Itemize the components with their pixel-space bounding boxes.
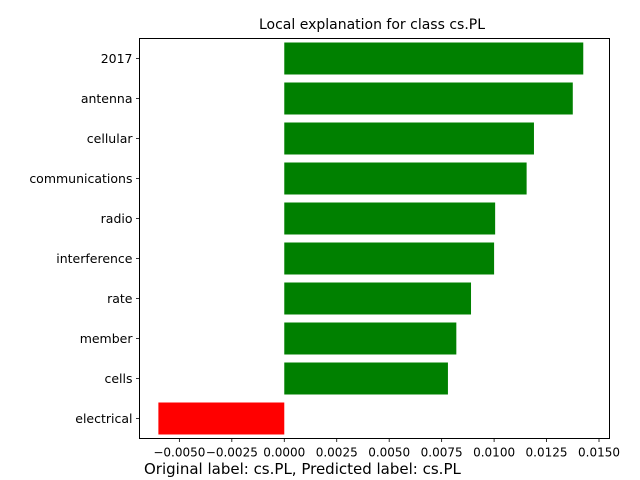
y-tick-label: cellular — [87, 131, 134, 146]
bar-antenna — [284, 82, 573, 115]
bar-cellular — [284, 122, 534, 155]
y-tick-label: interference — [56, 251, 133, 266]
bar-2017 — [284, 42, 584, 75]
chart-caption: Original label: cs.PL, Predicted label: … — [144, 460, 461, 478]
bar-member — [284, 322, 457, 355]
y-tick-label: cells — [104, 371, 132, 386]
bar-electrical — [158, 402, 285, 435]
bar-rate — [284, 282, 472, 315]
x-tick-label: 0.0100 — [473, 446, 515, 460]
x-tick-label: −0.0050 — [153, 446, 205, 460]
x-axis-ticks: −0.0050 −0.0025 0.0000 0.0025 0.0050 0.0075 0.… — [153, 438, 620, 460]
y-tick-label: electrical — [75, 411, 132, 426]
x-tick-label: −0.0025 — [206, 446, 258, 460]
y-tick-label: antenna — [81, 91, 133, 106]
bars-group — [158, 42, 584, 435]
plot-frame — [139, 38, 610, 439]
y-tick-label: member — [80, 331, 134, 346]
chart-title: Local explanation for class cs.PL — [259, 17, 485, 33]
x-tick-label: 0.0025 — [316, 446, 358, 460]
x-tick-label: 0.0125 — [526, 446, 568, 460]
bar-interference — [284, 242, 495, 275]
x-tick-label: 0.0050 — [368, 446, 410, 460]
bar-communications — [284, 162, 527, 195]
x-tick-label: 0.0000 — [263, 446, 305, 460]
y-tick-label: communications — [29, 171, 132, 186]
y-tick-label: radio — [101, 211, 133, 226]
x-tick-label: 0.0075 — [421, 446, 463, 460]
bar-cells — [284, 362, 448, 395]
y-axis-ticks: 2017 antenna cellular communications radio in… — [29, 51, 140, 426]
y-tick-label: 2017 — [101, 51, 133, 66]
bar-radio — [284, 202, 496, 235]
y-tick-label: rate — [107, 291, 133, 306]
x-tick-label: 0.0150 — [578, 446, 620, 460]
